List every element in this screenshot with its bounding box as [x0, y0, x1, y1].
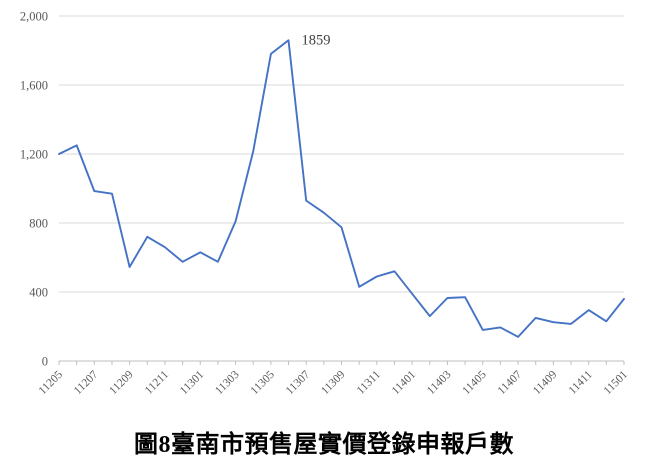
peak-data-label: 1859 [302, 32, 331, 48]
x-axis-tick-label: 11305 [248, 368, 277, 397]
y-axis-tick-label: 800 [29, 217, 48, 231]
x-axis-tick-label: 11211 [143, 368, 171, 396]
x-axis-tick-label: 11205 [37, 368, 66, 397]
x-axis-tick-label: 11301 [178, 368, 207, 397]
line-chart: 0 400 800 1,200 1,600 2,000 11205 11207 11209 112… [20, 10, 631, 398]
y-axis-tick-label: 0 [42, 355, 48, 369]
x-axis-tick-label: 11405 [460, 368, 489, 397]
x-axis-tick-label: 11209 [107, 368, 136, 397]
x-axis-tick-label: 11403 [425, 368, 454, 397]
data-series-line [58, 39, 625, 338]
y-axis-tick-label: 2,000 [20, 10, 48, 24]
y-axis-tick-label: 400 [29, 286, 48, 300]
x-axis-tick-label: 11309 [319, 368, 348, 397]
x-axis-tick-label: 11303 [213, 368, 242, 397]
y-axis-tick-label: 1,200 [20, 148, 48, 162]
y-axis-tick-label: 1,600 [20, 79, 48, 93]
x-axis-tick-label: 11407 [496, 368, 525, 397]
chart-title: 圖8臺南市預售屋實價登錄申報戶數 [134, 432, 514, 458]
x-axis-tick-label: 11409 [531, 368, 560, 397]
line-chart-area: 0 400 800 1,200 1,600 2,000 11205 11207 11209 112… [20, 10, 631, 398]
x-axis-tick-label: 11307 [284, 368, 313, 397]
x-axis-tick-label: 11311 [355, 368, 383, 396]
x-axis-tick-label: 11401 [390, 368, 419, 397]
x-axis-tick-label: 11501 [602, 368, 631, 397]
x-axis-tick-label: 11411 [567, 368, 595, 396]
x-axis-tick-label: 11207 [72, 368, 101, 397]
